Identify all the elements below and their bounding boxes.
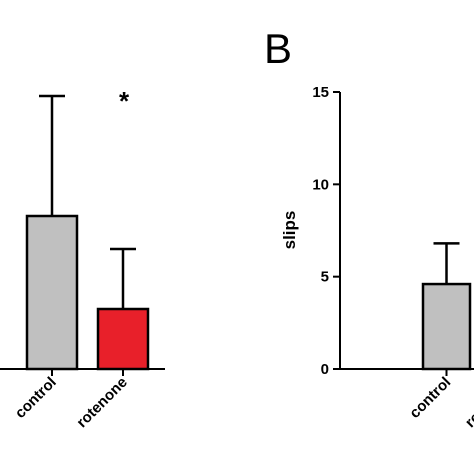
panel-a-bar-chart: control rotenone * — [0, 86, 165, 431]
panel-b-bar-control — [421, 282, 472, 371]
panel-b-bar-chart: B 0 5 10 15 slips control rotenone — [264, 25, 474, 431]
panel-a-bar-rotenone — [96, 307, 150, 371]
panel-b-category-label: rotenone — [462, 374, 474, 431]
panel-a-category-label: control — [12, 374, 60, 422]
panel-b-y-axis-title: slips — [280, 211, 299, 250]
panel-a-significance-label: * — [119, 86, 130, 116]
panel-a-category-label: rotenone — [73, 374, 130, 431]
panel-b-y-tick-label: 10 — [312, 176, 329, 193]
panel-b-y-tick-label: 5 — [321, 269, 329, 286]
panel-b-y-tick-label: 0 — [321, 361, 329, 378]
panel-b-label: B — [264, 25, 292, 72]
panel-a-bar-control — [25, 214, 79, 371]
panel-b-y-tick-label: 15 — [312, 84, 329, 101]
panel-b-category-label: control — [406, 374, 454, 422]
